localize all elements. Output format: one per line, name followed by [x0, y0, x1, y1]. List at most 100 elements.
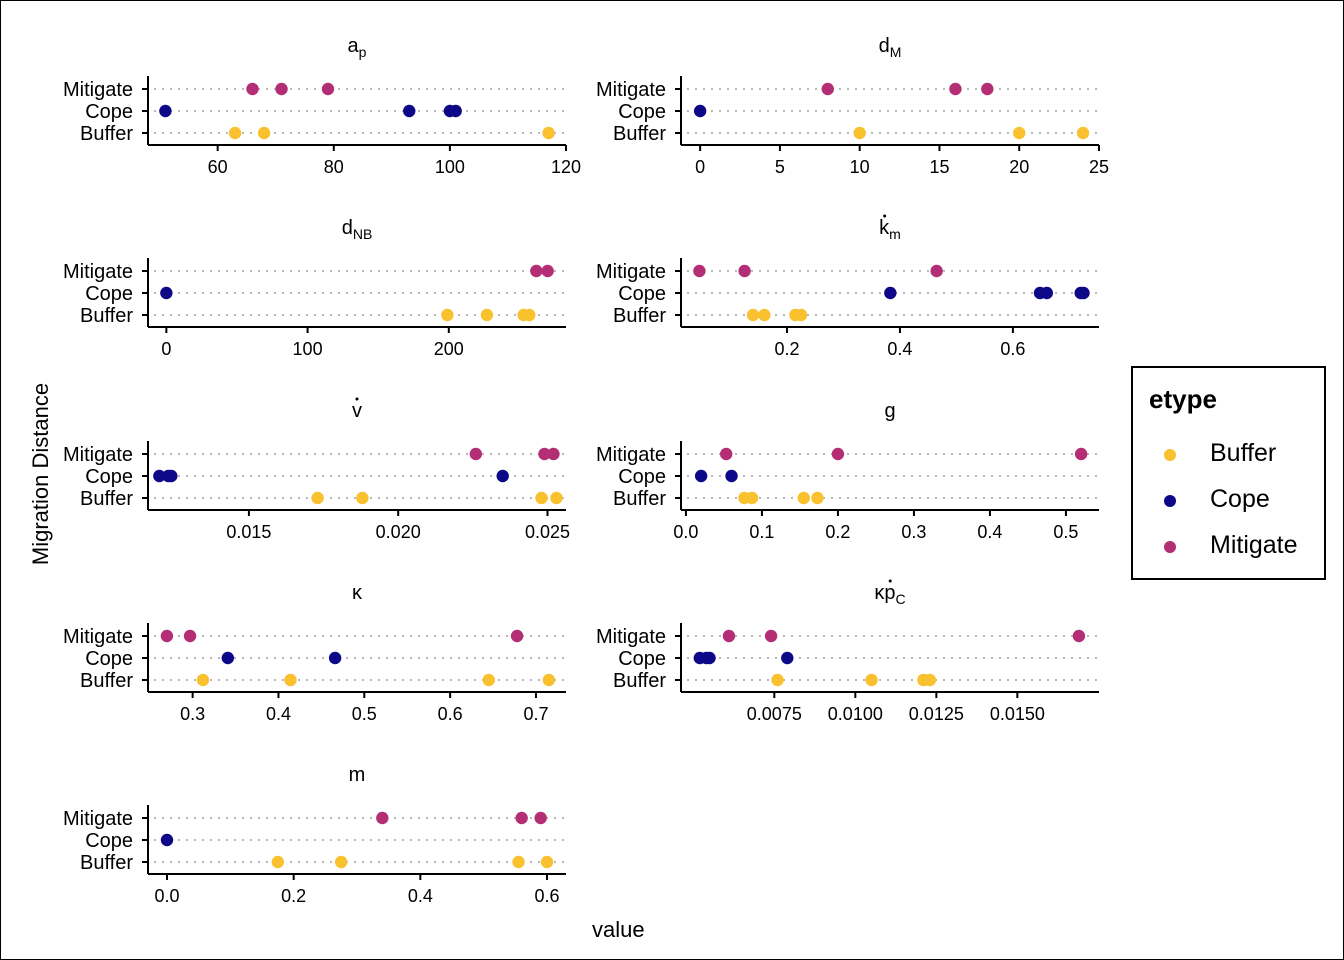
x-tick-label-0-0125: 0.0125 [909, 704, 964, 724]
legend-title: etype [1149, 384, 1217, 414]
x-tick-label-20: 20 [1009, 157, 1029, 177]
category-label-mitigate: Mitigate [63, 808, 133, 830]
data-point-mitigate-1 [376, 811, 389, 825]
legend-item-cope: Cope [1133, 481, 1323, 521]
x-tick-label-0-4: 0.4 [408, 886, 433, 906]
data-point-cope-1 [159, 104, 172, 118]
panel-title-subscript: M [890, 44, 902, 60]
data-point-cope-2 [725, 469, 738, 483]
data-point-buffer-1 [441, 308, 454, 322]
data-point-cope-1 [160, 833, 174, 847]
legend-marker-cope [1164, 495, 1176, 507]
data-point-mitigate-2 [515, 811, 528, 825]
category-label-cope: Cope [85, 830, 133, 852]
data-point-buffer-3 [797, 491, 810, 505]
category-label-mitigate: Mitigate [596, 626, 666, 648]
x-tick-label-0-025: 0.025 [525, 522, 570, 542]
y-axis-title: Migration Distance [28, 383, 53, 565]
category-label-mitigate: Mitigate [63, 444, 133, 466]
category-label-cope: Cope [85, 648, 133, 670]
panel-title-main: k [879, 217, 890, 239]
category-label-buffer: Buffer [613, 123, 666, 145]
data-point-mitigate-3 [510, 629, 524, 643]
data-point-buffer-4 [523, 308, 536, 322]
category-label-cope: Cope [85, 466, 133, 488]
legend: etype Buffer Cope Mitigate [1131, 366, 1326, 580]
panel-title-main: v [352, 400, 362, 422]
category-label-mitigate: Mitigate [63, 79, 133, 101]
category-label-buffer: Buffer [80, 123, 133, 145]
data-point-mitigate-3 [981, 82, 994, 96]
x-tick-label-0-6: 0.6 [534, 886, 559, 906]
data-point-mitigate-1 [246, 82, 259, 96]
x-tick-label-60: 60 [208, 157, 228, 177]
data-point-cope-1 [694, 469, 708, 483]
category-label-buffer: Buffer [80, 488, 133, 510]
category-label-mitigate: Mitigate [596, 261, 666, 283]
panel-title-main: κ [352, 582, 363, 604]
category-label-cope: Cope [618, 283, 666, 305]
legend-label-cope: Cope [1210, 485, 1270, 513]
data-point-buffer-2 [257, 126, 271, 140]
category-label-buffer: Buffer [80, 305, 133, 327]
x-tick-label-0: 0 [695, 157, 705, 177]
data-point-mitigate-2 [275, 82, 288, 96]
data-point-buffer-2 [356, 491, 369, 505]
panel-title-5: v [352, 400, 362, 422]
legend-marker-buffer [1164, 449, 1176, 461]
panel-title-7: κ [352, 582, 363, 604]
x-tick-label-0-0100: 0.0100 [828, 704, 883, 724]
x-tick-label-100: 100 [293, 339, 323, 359]
data-point-buffer-2 [480, 308, 494, 322]
data-point-cope-1 [153, 469, 166, 483]
data-point-buffer-1 [228, 126, 242, 140]
data-point-mitigate-3 [547, 447, 560, 461]
panel-title-subscript: m [889, 226, 901, 242]
category-label-cope: Cope [618, 101, 666, 123]
legend-label-mitigate: Mitigate [1210, 531, 1298, 559]
data-point-buffer-1 [196, 673, 210, 687]
x-tick-label-0-5: 0.5 [1053, 522, 1078, 542]
data-point-mitigate-2 [183, 629, 197, 643]
panel-title-subscript: C [896, 591, 906, 607]
panel-title-1: ap [348, 35, 367, 60]
category-label-mitigate: Mitigate [63, 261, 133, 283]
data-point-mitigate-1 [530, 264, 543, 278]
data-point-mitigate-1 [720, 447, 733, 461]
data-point-cope-5 [1077, 286, 1090, 300]
panel-title-dot-accent [883, 214, 887, 218]
panel-title-main: d [342, 217, 353, 239]
panel-title-main: g [884, 400, 895, 422]
category-label-cope: Cope [618, 648, 666, 670]
legend-label-buffer: Buffer [1210, 439, 1277, 467]
data-point-cope-3 [165, 469, 178, 483]
data-point-mitigate-3 [534, 811, 547, 825]
category-label-cope: Cope [85, 101, 133, 123]
x-tick-label-0-020: 0.020 [376, 522, 421, 542]
x-tick-label-0-5: 0.5 [352, 704, 377, 724]
x-tick-label-5: 5 [775, 157, 785, 177]
panel-title-subscript: NB [353, 226, 372, 242]
x-tick-label-0-4: 0.4 [887, 339, 912, 359]
data-point-mitigate-3 [1072, 629, 1086, 643]
panel-title-main: m [349, 764, 366, 786]
data-point-mitigate-1 [160, 629, 174, 643]
data-point-cope-2 [403, 104, 416, 118]
data-point-cope-4 [496, 469, 509, 483]
data-point-buffer-3 [512, 855, 525, 869]
data-point-buffer-2 [1013, 126, 1026, 140]
panel-title-subscript: p [359, 44, 367, 60]
data-point-cope-1 [884, 286, 897, 300]
data-point-cope-1 [160, 286, 173, 300]
data-point-buffer-2 [745, 491, 759, 505]
x-tick-label-0-3: 0.3 [901, 522, 926, 542]
data-point-mitigate-1 [469, 447, 483, 461]
data-point-cope-4 [781, 651, 794, 665]
data-point-buffer-1 [853, 126, 866, 140]
x-tick-label-0-6: 0.6 [438, 704, 463, 724]
x-tick-label-0-015: 0.015 [226, 522, 271, 542]
